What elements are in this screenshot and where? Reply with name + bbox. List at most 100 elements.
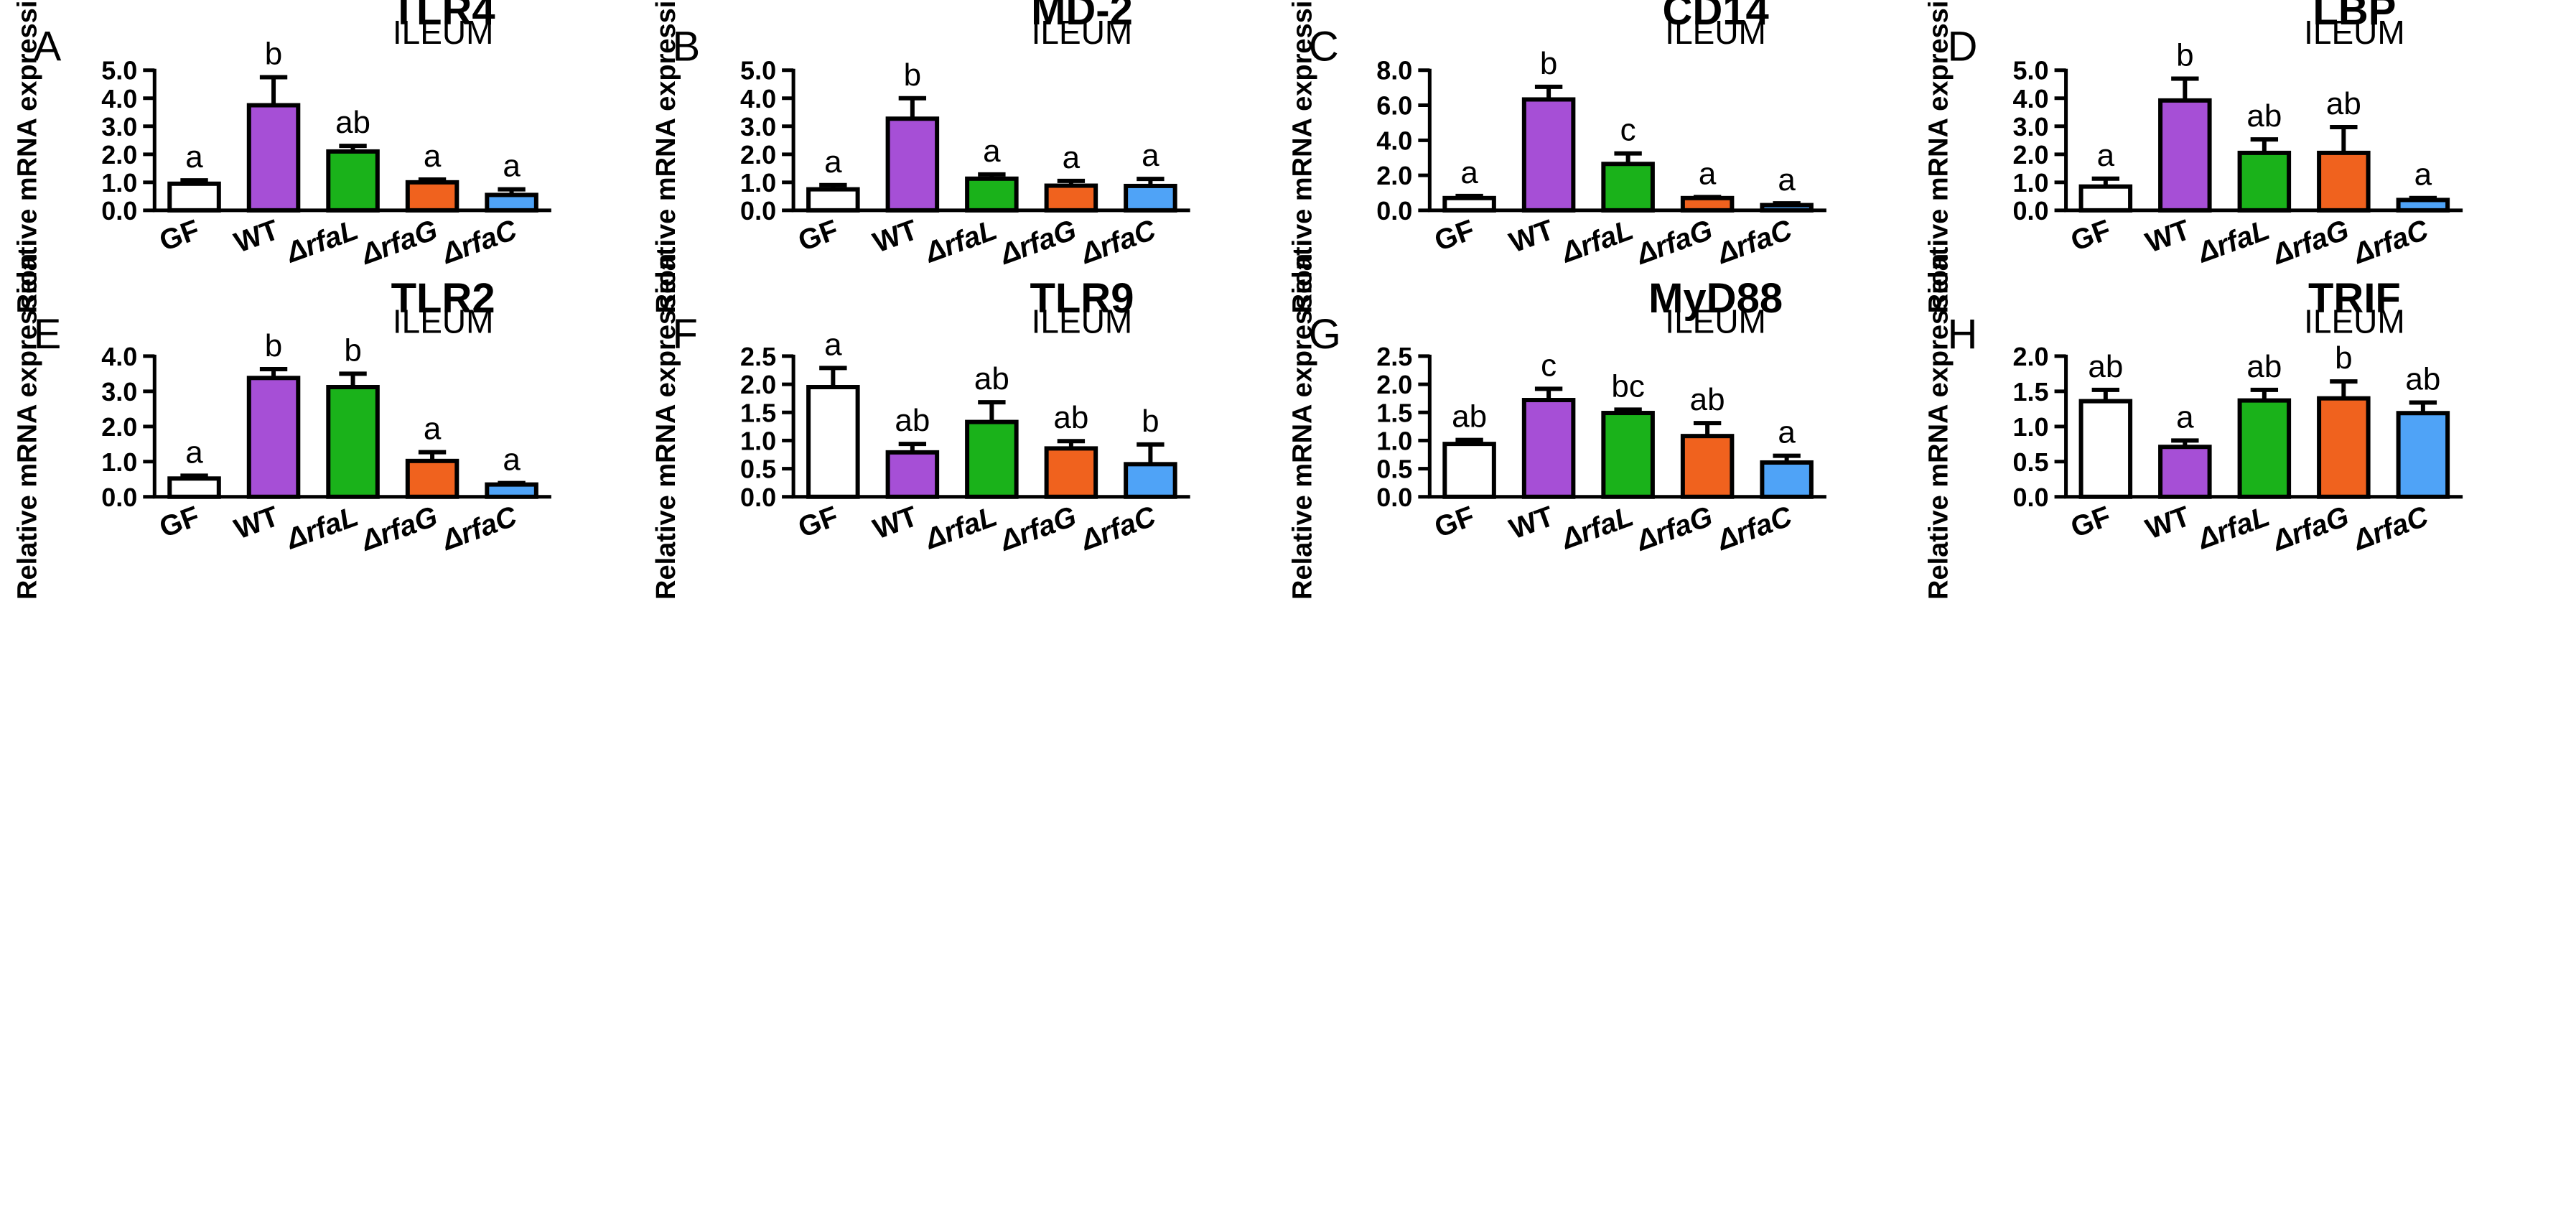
y-tick-label: 1.0 [2013,412,2049,442]
bar-delta-rfag [1680,195,1735,213]
x-tick-label: ΔrfaG [356,214,442,271]
panel-title: CD14 [1662,0,1768,34]
y-tick-label: 4.0 [1376,126,1412,155]
significance-label: ab [895,403,930,438]
significance-label: a [424,412,442,447]
bar-wt [885,450,940,499]
panel-letter: F [672,311,697,358]
x-tick-label: ΔrfaL [281,214,362,269]
panel-letter: C [1309,23,1339,70]
y-tick-label: 0.5 [1376,455,1412,484]
y-tick-label: 2.0 [2013,140,2049,169]
axes [2064,354,2463,499]
bar-gf [806,385,860,499]
significance-label: ab [2326,86,2361,121]
significance-label: a [983,134,1001,169]
bar-delta-rfal [2237,398,2292,499]
significance-label: a [1699,156,1717,191]
x-tick-label: ΔrfaL [920,214,1001,269]
panel-letter: H [1948,311,1978,358]
y-tick-label: 3.0 [101,112,137,141]
panel-letter: A [34,23,62,70]
panel-subtitle: ILEUM [393,14,494,51]
x-tick-label: WT [869,214,921,259]
significance-label: a [2414,157,2432,192]
y-tick-label: 3.0 [101,377,137,406]
panel-title: TLR9 [1030,275,1134,322]
significance-label: b [2176,37,2193,73]
significance-label: a [185,139,203,175]
bar-delta-rfal [965,176,1019,213]
panel-subtitle: ILEUM [1032,303,1133,340]
bar-delta-rfag [2317,396,2371,499]
panel-title: MyD88 [1648,275,1783,322]
significance-label: b [265,37,282,72]
panel-subtitle: ILEUM [393,303,494,340]
y-axis-label: Relative mRNA expression [12,254,42,600]
x-tick-label: ΔrfaG [356,501,442,557]
y-tick-label: 2.0 [740,370,776,399]
bar-gf [1442,442,1496,499]
bar-gf [1442,195,1496,213]
panel-subtitle: ILEUM [1032,14,1133,51]
x-tick-label: ΔrfaC [1712,214,1796,271]
axes [152,68,551,213]
bar-delta-rfag [405,458,459,499]
significance-label: c [1620,113,1636,148]
bar-delta-rfac [1124,183,1177,213]
axes [1427,354,1826,499]
axes [791,68,1190,213]
axes [1427,68,1826,213]
x-tick-label: WT [869,501,921,546]
y-tick-label: 5.0 [101,56,137,85]
y-tick-label: 2.0 [101,412,137,442]
bar-delta-rfal [965,419,1019,499]
y-tick-label: 4.0 [101,342,137,371]
y-tick-label: 2.5 [1376,342,1412,371]
y-tick-label: 5.0 [740,56,776,85]
x-tick-label: ΔrfaL [920,501,1001,556]
y-tick-label: 0.0 [1376,196,1412,226]
y-tick-label: 2.0 [1376,161,1412,190]
significance-label: a [503,442,521,478]
panel-letter: B [672,23,700,70]
x-tick-label: ΔrfaC [2348,501,2433,557]
y-tick-label: 6.0 [1376,91,1412,121]
x-tick-label: ΔrfaL [2193,214,2274,269]
y-tick-label: 2.0 [740,140,776,169]
y-tick-label: 0.0 [101,196,137,226]
significance-label: a [1063,140,1081,175]
bar-gf [167,476,221,499]
y-tick-label: 0.0 [2013,483,2049,512]
x-tick-label: ΔrfaC [437,214,521,271]
x-tick-label: GF [2067,214,2115,257]
significance-label: a [185,434,203,470]
y-tick-label: 3.0 [740,112,776,141]
bar-delta-rfag [2317,150,2371,213]
panel-letter: G [1309,311,1341,358]
axes [152,354,551,499]
y-tick-label: 0.0 [740,196,776,226]
significance-label: a [1460,155,1478,190]
panel-title: TRIF [2308,275,2401,322]
y-tick-label: 1.0 [740,426,776,455]
significance-label: ab [1690,382,1725,417]
y-axis-label: Relative mRNA expression [1287,0,1317,313]
x-tick-label: ΔrfaG [2267,501,2353,557]
panel-letter: D [1948,23,1978,70]
panel-subtitle: ILEUM [1665,303,1766,340]
y-axis-label: Relative mRNA expression [12,0,42,313]
bar-delta-rfal [1601,411,1655,499]
y-tick-label: 8.0 [1376,56,1412,85]
significance-label: a [2176,399,2194,434]
significance-label: ab [2246,98,2282,134]
y-tick-label: 2.0 [2013,342,2049,371]
bar-delta-rfag [405,180,459,213]
significance-label: ab [1053,400,1088,435]
x-tick-label: ΔrfaG [1631,501,1717,557]
significance-label: a [824,327,842,362]
significance-label: b [1142,404,1159,439]
